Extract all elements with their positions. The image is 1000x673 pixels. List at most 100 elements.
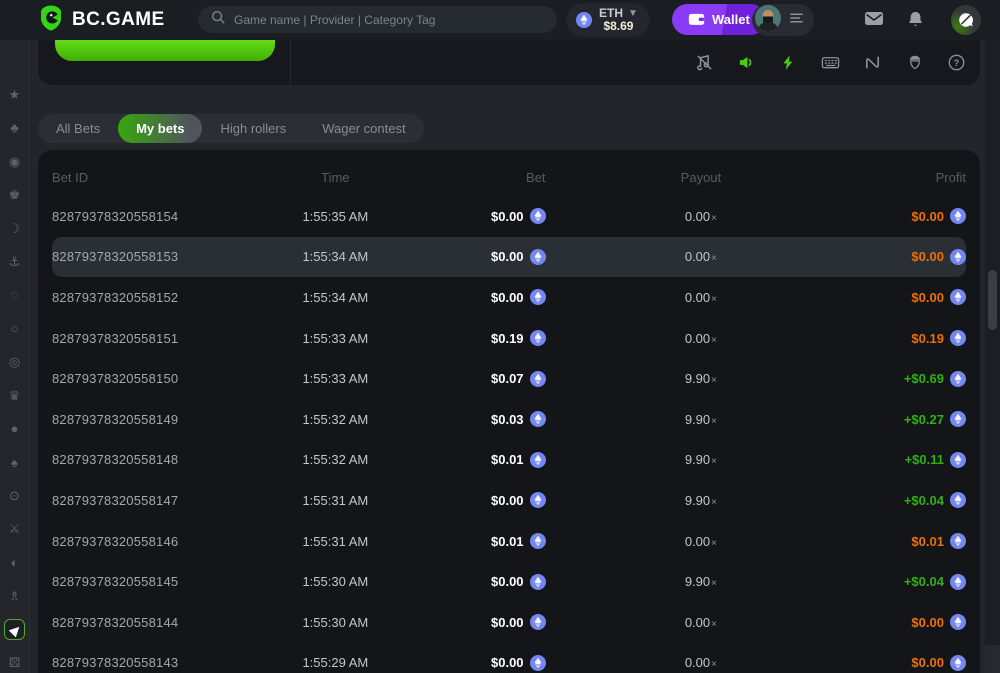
wallet-button[interactable]: Wallet bbox=[672, 4, 766, 35]
table-row[interactable]: 82879378320558147 1:55:31 AM $0.00 9.90× +$0… bbox=[52, 480, 966, 521]
sidebar-item-roulette[interactable]: ◌ bbox=[10, 287, 19, 303]
bet-id: 82879378320558149 bbox=[52, 411, 179, 427]
bet-amount: $0.00 bbox=[436, 289, 546, 306]
bet-amount: $0.19 bbox=[436, 330, 546, 347]
bet-time: 1:55:33 AM bbox=[302, 371, 369, 387]
bets-table-body: 82879378320558154 1:55:35 AM $0.00 0.00× $0.… bbox=[52, 196, 966, 673]
sidebar-item-aviator[interactable]: ▶ bbox=[4, 618, 25, 640]
sidebar-item-fishing[interactable]: ⚓ bbox=[8, 254, 21, 270]
help-icon[interactable]: ? bbox=[947, 53, 966, 72]
bet-payout: 0.00× bbox=[684, 289, 717, 305]
table-row[interactable]: 82879378320558146 1:55:31 AM $0.01 0.00× $0.… bbox=[52, 521, 966, 562]
col-bet: Bet bbox=[526, 170, 546, 185]
sidebar-item-bingo[interactable]: ◉ bbox=[8, 153, 21, 169]
bet-payout: 9.90× bbox=[684, 371, 717, 387]
bcgame-logo-text: BC.GAME bbox=[72, 9, 165, 30]
bet-amount: $0.01 bbox=[436, 533, 546, 550]
bet-payout: 9.90× bbox=[684, 492, 717, 508]
bet-payout: 0.00× bbox=[684, 614, 717, 630]
bet-time: 1:55:31 AM bbox=[302, 492, 369, 508]
bets-table-header: Bet ID Time Bet Payout Profit bbox=[52, 150, 966, 196]
bell-icon[interactable] bbox=[906, 10, 925, 34]
bcgame-logo[interactable]: BC.GAME bbox=[38, 5, 165, 36]
sidebar-item-warrior[interactable]: ♚ bbox=[8, 187, 21, 203]
search-input[interactable] bbox=[234, 12, 545, 27]
table-row[interactable]: 82879378320558148 1:55:32 AM $0.01 9.90× +$0… bbox=[52, 440, 966, 481]
tab-my-bets[interactable]: My bets bbox=[118, 114, 203, 143]
tab-wager-contest[interactable]: Wager contest bbox=[322, 121, 406, 136]
trends-icon[interactable] bbox=[863, 53, 882, 72]
sidebar-item-crash[interactable]: ★ bbox=[8, 86, 21, 102]
sidebar-item-mines[interactable]: ● bbox=[10, 421, 19, 437]
game-search[interactable] bbox=[198, 6, 557, 33]
chat-icon[interactable] bbox=[951, 5, 981, 35]
music-off-icon[interactable] bbox=[695, 53, 714, 72]
bet-amount: $0.00 bbox=[436, 614, 546, 631]
tab-high-rollers[interactable]: High rollers bbox=[220, 121, 287, 136]
currency-code: ETH bbox=[599, 5, 623, 20]
bet-amount: $0.00 bbox=[436, 248, 546, 265]
sidebar-item-crown[interactable]: ♛ bbox=[8, 387, 21, 403]
sidebar-item-magic[interactable]: ♗ bbox=[8, 588, 21, 604]
bet-profit: $0.00 bbox=[856, 208, 966, 225]
mail-icon[interactable] bbox=[864, 10, 884, 32]
sidebar-item-swords[interactable]: ⚔ bbox=[8, 521, 21, 537]
currency-selector[interactable]: ETH ▼ $8.69 bbox=[566, 3, 650, 37]
sidebar-item-cards[interactable]: ♣ bbox=[10, 120, 19, 136]
wallet-button-label: Wallet bbox=[712, 12, 750, 27]
bet-profit: +$0.69 bbox=[856, 370, 966, 387]
bets-table: Bet ID Time Bet Payout Profit 8287937832… bbox=[38, 150, 980, 673]
sidebar-item-keno[interactable]: ⊙ bbox=[9, 488, 20, 504]
sidebar-item-mango[interactable]: ☽ bbox=[8, 220, 21, 236]
sound-icon[interactable] bbox=[737, 53, 756, 72]
wallet-icon bbox=[688, 11, 705, 29]
table-row[interactable]: 82879378320558153 1:55:34 AM $0.00 0.00× $0.… bbox=[52, 236, 966, 278]
table-row[interactable]: 82879378320558150 1:55:33 AM $0.07 9.90× +$0… bbox=[52, 358, 966, 399]
table-row[interactable]: 82879378320558145 1:55:30 AM $0.00 9.90× +$0… bbox=[52, 561, 966, 602]
bet-id: 82879378320558145 bbox=[52, 574, 179, 590]
bet-payout: 9.90× bbox=[684, 574, 717, 590]
bet-time: 1:55:33 AM bbox=[302, 330, 369, 346]
col-profit: Profit bbox=[935, 170, 966, 185]
turbo-icon[interactable] bbox=[779, 53, 798, 72]
bet-id: 82879378320558152 bbox=[52, 289, 179, 305]
bet-profit: +$0.27 bbox=[856, 411, 966, 428]
bet-amount: $0.00 bbox=[436, 492, 546, 509]
table-row[interactable]: 82879378320558154 1:55:35 AM $0.00 0.00× $0.… bbox=[52, 196, 966, 237]
bet-id: 82879378320558153 bbox=[52, 249, 179, 265]
seeds-icon[interactable] bbox=[905, 53, 924, 72]
bet-payout: 0.00× bbox=[684, 330, 717, 346]
sidebar-item-poker[interactable]: ♠ bbox=[11, 454, 18, 470]
bets-tabs: All Bets My bets High rollers Wager contest bbox=[38, 114, 424, 143]
tab-all-bets[interactable]: All Bets bbox=[56, 121, 101, 136]
bet-amount: $0.00 bbox=[436, 573, 546, 590]
bet-time: 1:55:32 AM bbox=[302, 452, 369, 468]
games-sidebar: ★ ♣ ◉ ♚ ☽ ⚓ ◌ ○ ◎ ♛ ● ♠ ⊙ ⚔ ◐ ♗ ▶ ⚄ bbox=[0, 40, 30, 673]
hotkeys-icon[interactable] bbox=[821, 53, 840, 72]
game-panel: ? bbox=[38, 40, 980, 85]
col-payout: Payout bbox=[680, 170, 722, 185]
bet-profit: +$0.04 bbox=[856, 492, 966, 509]
table-row[interactable]: 82879378320558151 1:55:33 AM $0.19 0.00× $0.… bbox=[52, 318, 966, 359]
bet-id: 82879378320558143 bbox=[52, 655, 179, 671]
scrollbar-thumb[interactable] bbox=[988, 270, 997, 330]
bet-id: 82879378320558150 bbox=[52, 371, 179, 387]
list-menu-icon bbox=[789, 11, 804, 30]
bet-button[interactable] bbox=[55, 40, 275, 61]
sidebar-item-coinflip[interactable]: ◎ bbox=[8, 354, 21, 370]
sidebar-item-ufo[interactable]: ◐ bbox=[10, 554, 19, 570]
table-row[interactable]: 82879378320558149 1:55:32 AM $0.03 9.90× +$0… bbox=[52, 399, 966, 440]
table-row[interactable]: 82879378320558143 1:55:29 AM $0.00 0.00× $0.… bbox=[52, 643, 966, 673]
bet-id: 82879378320558151 bbox=[52, 330, 179, 346]
bet-time: 1:55:29 AM bbox=[302, 655, 369, 671]
user-menu[interactable] bbox=[752, 4, 814, 36]
bet-profit: $0.00 bbox=[856, 289, 966, 306]
table-row[interactable]: 82879378320558152 1:55:34 AM $0.00 0.00× $0.… bbox=[52, 277, 966, 318]
col-bet-id: Bet ID bbox=[52, 170, 89, 185]
bet-profit: +$0.11 bbox=[856, 451, 966, 468]
sidebar-item-eggs[interactable]: ○ bbox=[10, 320, 19, 336]
sidebar-item-dice[interactable]: ⚄ bbox=[8, 655, 21, 671]
table-row[interactable]: 82879378320558144 1:55:30 AM $0.00 0.00× $0.… bbox=[52, 602, 966, 643]
rail-footer bbox=[985, 645, 1000, 673]
